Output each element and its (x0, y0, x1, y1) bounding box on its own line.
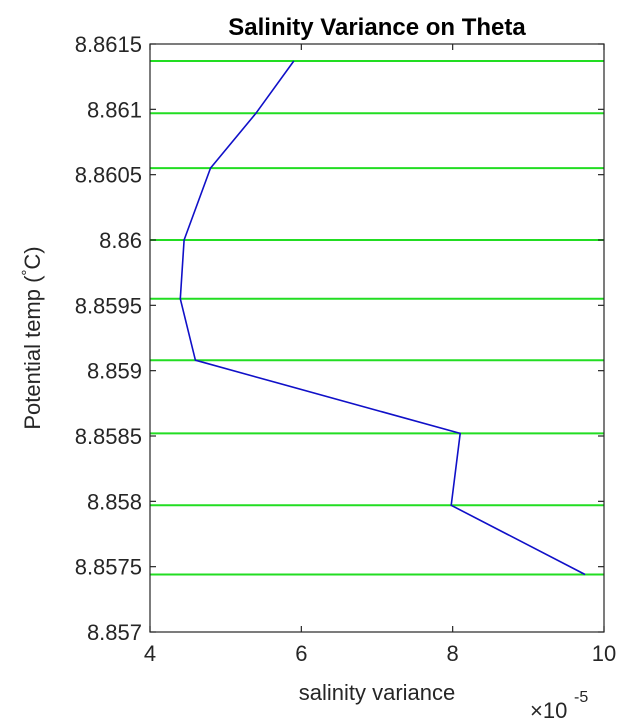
plot-frame (149, 43, 605, 633)
y-axis-label: Potential temp (°C) (19, 246, 45, 429)
plot-background (150, 44, 604, 632)
x-tick-label-0: 4 (144, 641, 156, 666)
x-axis: 4 6 8 10 (144, 44, 616, 666)
y-tick-label-9: 8.8615 (75, 32, 142, 57)
chart-title: Salinity Variance on Theta (228, 14, 526, 41)
y-tick-label-7: 8.8605 (75, 163, 142, 188)
y-tick-label-2: 8.858 (87, 489, 142, 514)
y-axis: 8.857 8.8575 8.858 8.8585 8.859 8.8595 8.86 8.8… (75, 32, 604, 645)
y-tick-label-1: 8.8575 (75, 555, 142, 580)
y-axis-label-degree: ° (19, 270, 36, 276)
y-tick-label-5: 8.8595 (75, 293, 142, 318)
y-axis-label-unit: C) (20, 246, 45, 269)
series-line-0 (179, 60, 586, 576)
y-axis-label-main: Potential temp ( (20, 275, 45, 430)
x-tick-label-3: 10 (592, 641, 616, 666)
series-layer (179, 60, 586, 576)
y-tick-label-0: 8.857 (87, 620, 142, 645)
x-tick-label-2: 8 (447, 641, 459, 666)
y-tick-label-6: 8.86 (99, 228, 142, 253)
y-tick-label-3: 8.8585 (75, 424, 142, 449)
y-tick-label-4: 8.859 (87, 359, 142, 384)
y-axis-label-group: Potential temp (°C) (19, 246, 45, 429)
y-tick-label-8: 8.861 (87, 97, 142, 122)
x-tick-label-1: 6 (295, 641, 307, 666)
reference-lines (150, 59, 604, 576)
x-axis-label: salinity variance (299, 680, 456, 705)
x-axis-multiplier: ×10 -5 (530, 689, 588, 723)
plot-area (149, 43, 605, 633)
multiplier-exponent: -5 (574, 689, 588, 706)
multiplier-base: ×10 (530, 698, 567, 723)
